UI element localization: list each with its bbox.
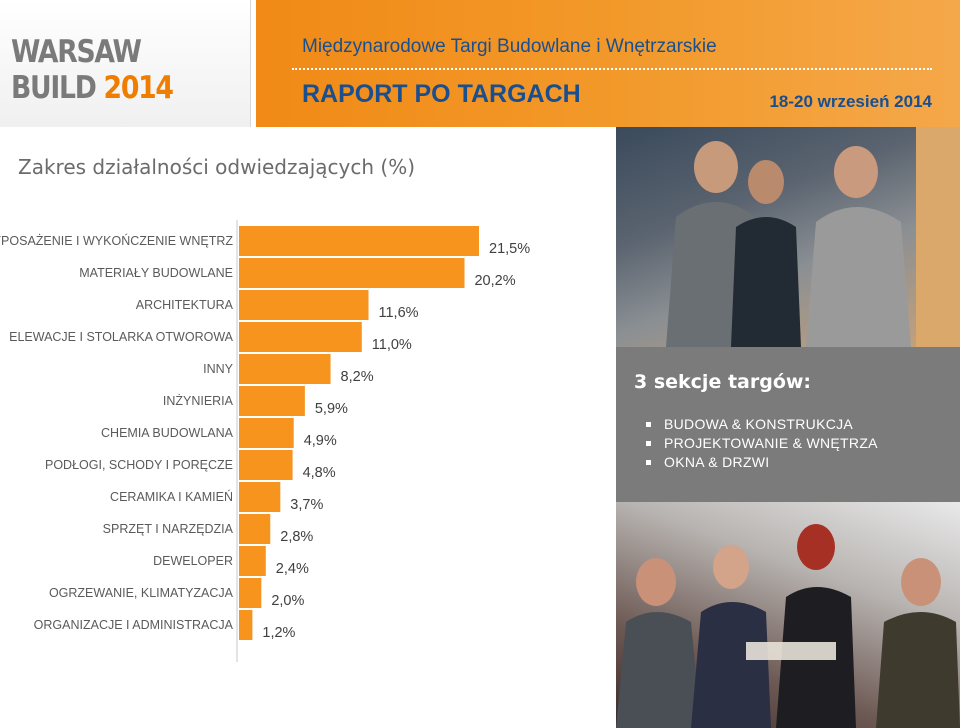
chart-bar xyxy=(239,226,479,256)
chart-value-label: 11,6% xyxy=(378,305,418,321)
photo-bottom-illustration xyxy=(616,524,960,728)
sections-list: BUDOWA & KONSTRUKCJA PROJEKTOWANIE & WNĘ… xyxy=(646,415,878,472)
chart-category-label: SPRZĘT I NARZĘDZIA xyxy=(103,522,234,536)
bullet-icon xyxy=(646,422,651,427)
photo-exhibitor-meeting xyxy=(616,502,960,728)
warsaw-build-logo: WARSAW BUILD 2014 xyxy=(11,34,217,106)
chart-bar xyxy=(239,290,369,320)
header-bar: Międzynarodowe Targi Budowlane i Wnętrza… xyxy=(256,0,960,127)
chart-category-label: ELEWACJE I STOLARKA OTWOROWA xyxy=(9,330,234,344)
chart-value-label: 2,4% xyxy=(276,561,309,577)
section-item-label: OKNA & DRZWI xyxy=(664,454,770,470)
chart-value-label: 2,8% xyxy=(280,529,313,545)
visitors-bar-chart: WYPOSAŻENIE I WYKOŃCZENIE WNĘTRZ 21,5% MAT… xyxy=(0,220,530,662)
chart-value-label: 1,2% xyxy=(262,625,295,641)
chart-value-label: 4,8% xyxy=(303,465,336,481)
chart-bar xyxy=(239,386,305,416)
chart-title: Zakres działalności odwiedzających (%) xyxy=(18,155,416,179)
logo-year-text: 2014 xyxy=(103,70,174,106)
chart-value-label: 3,7% xyxy=(290,497,323,513)
section-item: OKNA & DRZWI xyxy=(646,453,878,472)
chart-bar xyxy=(239,258,465,288)
chart-value-label: 4,9% xyxy=(304,433,337,449)
sections-title: 3 sekcje targów: xyxy=(634,371,812,393)
event-date: 18-20 wrzesień 2014 xyxy=(769,92,932,111)
chart-bar xyxy=(239,482,281,512)
fair-sections-box: 3 sekcje targów: BUDOWA & KONSTRUKCJA PR… xyxy=(616,347,960,502)
chart-category-label: ARCHITEKTURA xyxy=(136,298,234,312)
chart-category-label: CERAMIKA I KAMIEŃ xyxy=(110,489,233,504)
chart-category-label: DEWELOPER xyxy=(153,554,233,568)
report-title: RAPORT PO TARGACH xyxy=(302,80,581,108)
chart-category-label: MATERIAŁY BUDOWLANE xyxy=(79,266,233,280)
section-item: BUDOWA & KONSTRUKCJA xyxy=(646,415,878,434)
chart-value-label: 2,0% xyxy=(271,593,304,609)
chart-value-label: 11,0% xyxy=(372,337,412,353)
chart-value-label: 20,2% xyxy=(474,273,515,289)
photo-top-illustration xyxy=(666,127,960,347)
chart-bar xyxy=(239,354,331,384)
chart-category-label: OGRZEWANIE, KLIMATYZACJA xyxy=(49,586,234,600)
chart-category-label: INŻYNIERIA xyxy=(163,394,234,408)
chart-category-label: WYPOSAŻENIE I WYKOŃCZENIE WNĘTRZ xyxy=(0,233,233,248)
chart-category-label: CHEMIA BUDOWLANA xyxy=(101,426,234,440)
chart-value-label: 21,5% xyxy=(489,241,530,257)
chart-value-label: 5,9% xyxy=(315,401,348,417)
photo-trade-fair-visitors xyxy=(616,127,960,347)
header-divider xyxy=(292,68,932,70)
chart-value-label: 8,2% xyxy=(341,369,374,385)
chart-category-label: ORGANIZACJE I ADMINISTRACJA xyxy=(34,618,234,632)
section-item: PROJEKTOWANIE & WNĘTRZA xyxy=(646,434,878,453)
header-subtitle: Międzynarodowe Targi Budowlane i Wnętrza… xyxy=(302,36,717,57)
chart-bar xyxy=(239,610,253,640)
section-item-label: PROJEKTOWANIE & WNĘTRZA xyxy=(664,435,878,451)
chart-bar xyxy=(239,546,266,576)
chart-bar xyxy=(239,418,294,448)
chart-bar xyxy=(239,450,293,480)
logo-panel: WARSAW BUILD 2014 xyxy=(0,0,251,127)
section-item-label: BUDOWA & KONSTRUKCJA xyxy=(664,416,854,432)
chart-bar xyxy=(239,514,271,544)
chart-category-label: INNY xyxy=(203,362,234,376)
bullet-icon xyxy=(646,460,651,465)
chart-category-label: PODŁOGI, SCHODY I PORĘCZE xyxy=(45,458,233,472)
chart-bar xyxy=(239,322,362,352)
chart-bar xyxy=(239,578,262,608)
bullet-icon xyxy=(646,441,651,446)
logo-main-text: WARSAW BUILD xyxy=(11,34,142,106)
